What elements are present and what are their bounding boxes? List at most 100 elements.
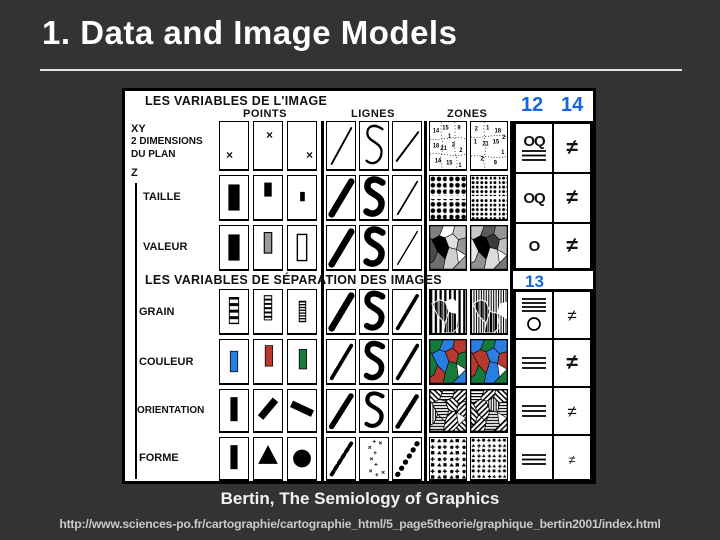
forme-lignes-cell-1 — [326, 437, 356, 481]
thin-diagonal-line-icon — [396, 180, 419, 216]
xy-lignes-cell-3 — [392, 121, 422, 171]
plan-label-plan: DU PLAN — [131, 149, 176, 160]
bar-shape-icon — [230, 445, 238, 470]
equal-lines-icon — [522, 357, 546, 369]
orientation-lignes-cell-2 — [359, 389, 389, 433]
couleur-lignes-cell-3 — [392, 339, 422, 385]
taille-assoc-cell: OQ — [515, 173, 553, 223]
valeur-zones-cell-1 — [429, 225, 467, 271]
color-choropleth-map-icon — [471, 340, 507, 383]
value-bar-icon — [228, 234, 240, 261]
lines-and-circle-icon — [522, 298, 546, 331]
grain-bar-icon — [228, 297, 240, 325]
xy-assoc-cell: OQ — [515, 123, 553, 173]
svg-text:1: 1 — [486, 125, 490, 131]
grain-lignes-cell-3 — [392, 289, 422, 335]
forme-assoc-cell — [515, 435, 553, 483]
svg-text:9: 9 — [494, 160, 498, 166]
row-label-taille: TAILLE — [143, 191, 181, 203]
shape-pattern-map-icon — [430, 438, 466, 479]
forme-zones-cell-1 — [429, 437, 467, 481]
zones-right-divider — [510, 121, 514, 481]
banded-diagonal-line-icon — [327, 290, 355, 333]
outline-s-line-icon — [360, 390, 388, 431]
orientation-points-cell-1 — [219, 389, 249, 433]
dot-line-icon — [393, 438, 421, 479]
xy-lignes-cell-1 — [326, 121, 356, 171]
marks-s-line-icon: ×+×+×+×+ × — [368, 438, 385, 479]
orientation-assoc-cell — [515, 387, 553, 435]
svg-text:2: 2 — [459, 148, 463, 154]
grain-neq-cell: ≠ — [553, 291, 591, 339]
green-diagonal-line-icon — [395, 343, 420, 381]
column-header-lignes: LIGNES — [351, 108, 395, 120]
not-equal-symbol: ≠ — [568, 451, 576, 467]
svg-text:14: 14 — [433, 128, 440, 134]
grain-lignes-cell-1 — [326, 289, 356, 335]
section1-title: LES VARIABLES DE L'IMAGE — [145, 94, 328, 108]
forme-zones-cell-2 — [470, 437, 508, 481]
orientation-neq-cell: ≠ — [553, 387, 591, 435]
blue-diagonal-line-icon — [329, 343, 354, 381]
couleur-neq-cell: ≠ — [553, 339, 591, 387]
hatch-pattern-map-icon — [430, 390, 466, 431]
oq-symbol: OQ — [523, 189, 545, 207]
lignes-zones-divider — [424, 121, 428, 481]
xy-lignes-cell-2 — [359, 121, 389, 171]
valeur-points-cell-1 — [219, 225, 249, 271]
caption: Bertin, The Semiology of Graphics — [220, 489, 500, 508]
svg-text:1: 1 — [501, 150, 505, 156]
number-12: 12 — [521, 94, 544, 116]
diagonal-line-icon — [330, 127, 353, 165]
equal-lines-icon — [522, 150, 546, 161]
o-symbol: O — [528, 237, 541, 255]
valeur-lignes-cell-3 — [392, 225, 422, 271]
black-diagonal-line-icon — [327, 226, 355, 269]
value-bar-icon — [263, 232, 273, 254]
svg-text:9: 9 — [457, 125, 461, 131]
xy-zones-cell-1: 14 15 9 1 18 21 2 2 14 15 1 — [429, 121, 467, 171]
hatch-pattern-map-icon — [471, 390, 507, 431]
grain-points-cell-3 — [287, 289, 317, 335]
grain-zones-cell-2 — [470, 289, 508, 335]
grain-bar-icon — [263, 295, 273, 321]
tick-diagonal-line-icon — [393, 390, 421, 431]
orientation-points-cell-2 — [253, 389, 283, 433]
forme-lignes-cell-3 — [392, 437, 422, 481]
xy-points-cell-2: × — [253, 121, 283, 171]
svg-text:14: 14 — [435, 158, 442, 164]
green-bar-icon — [298, 348, 308, 370]
page-title: 1. Data and Image Models — [42, 14, 458, 51]
red-s-line-icon — [360, 340, 388, 383]
orientation-zones-cell-2 — [470, 389, 508, 433]
svg-text:×: × — [370, 456, 374, 463]
row-label-orientation: ORIENTATION — [137, 405, 205, 416]
row-label-grain: GRAIN — [139, 306, 175, 318]
forme-points-cell-3 — [287, 437, 317, 481]
svg-text:+: + — [375, 472, 379, 479]
valeur-zones-cell-2 — [470, 225, 508, 271]
svg-text:2: 2 — [502, 135, 506, 141]
stripe-pattern-map-icon — [471, 290, 507, 333]
orientation-lignes-cell-3 — [392, 389, 422, 433]
size-bar-icon — [264, 182, 272, 197]
svg-text:15: 15 — [493, 139, 500, 145]
bertin-diagram: LES VARIABLES DE L'IMAGE POINTS LIGNES Z… — [122, 88, 596, 484]
couleur-zones-cell-1 — [429, 339, 467, 385]
z-label: Z — [131, 167, 138, 179]
svg-text:15: 15 — [446, 160, 453, 166]
taille-points-cell-1 — [219, 175, 249, 221]
valeur-points-cell-3 — [287, 225, 317, 271]
orientation-lignes-cell-1 — [326, 389, 356, 433]
banded-s-line-icon — [360, 290, 388, 333]
valeur-lignes-cell-2 — [359, 225, 389, 271]
svg-text:1: 1 — [474, 139, 478, 145]
forme-lignes-cell-2: × + × + × + × + × — [359, 437, 389, 481]
triangle-shape-icon — [258, 445, 278, 464]
svg-text:21: 21 — [440, 146, 447, 152]
xy-zones-cell-2: 2 1 18 2 1 21 15 1 2 9 — [470, 121, 508, 171]
forme-points-cell-2 — [253, 437, 283, 481]
forme-neq-cell: ≠ — [553, 435, 591, 483]
